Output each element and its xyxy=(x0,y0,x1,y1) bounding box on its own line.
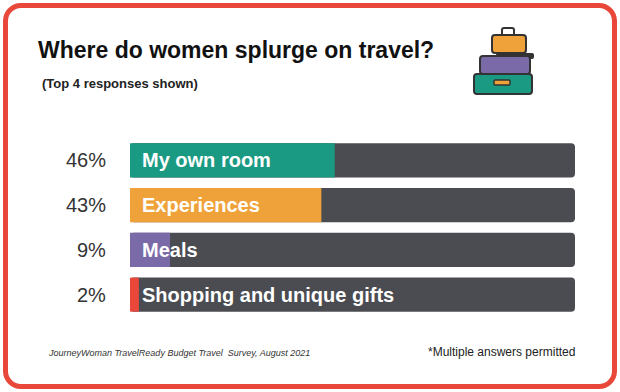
svg-text:9%: 9% xyxy=(77,239,106,261)
svg-text:*Multiple answers permitted: *Multiple answers permitted xyxy=(428,345,575,359)
svg-text:Experiences: Experiences xyxy=(142,194,260,216)
svg-text:43%: 43% xyxy=(66,194,106,216)
svg-text:46%: 46% xyxy=(66,149,106,171)
svg-text:JourneyWoman TravelReady Budge: JourneyWoman TravelReady Budget Travel S… xyxy=(48,348,310,358)
svg-text:Meals: Meals xyxy=(142,239,198,261)
svg-text:Where do women splurge on trav: Where do women splurge on travel? xyxy=(38,37,434,63)
svg-text:Shopping and unique gifts: Shopping and unique gifts xyxy=(142,284,394,306)
svg-text:(Top 4 responses shown): (Top 4 responses shown) xyxy=(42,76,198,91)
svg-text:2%: 2% xyxy=(77,284,106,306)
svg-text:My own room: My own room xyxy=(142,149,271,171)
